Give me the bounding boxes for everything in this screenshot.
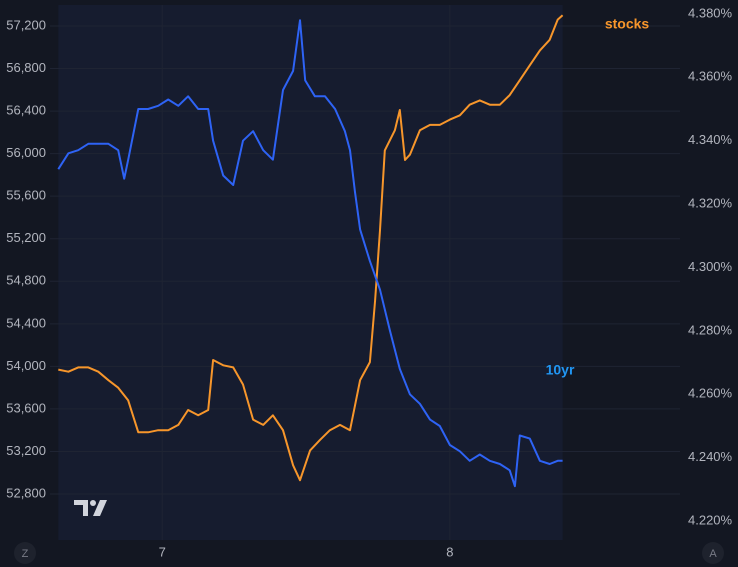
zoom-button[interactable] [14,542,36,564]
grid [50,5,680,540]
x-tick-label: 8 [446,544,453,559]
y2-tick-label: 4.380% [688,5,733,20]
auto-button-label: A [709,548,717,560]
y-tick-label: 54,800 [6,273,46,288]
y2-tick-label: 4.260% [688,386,733,401]
series-label: stocks [605,16,650,32]
series-label: 10yr [546,362,575,378]
y-tick-label: 56,400 [6,103,46,118]
y-tick-label: 55,600 [6,188,46,203]
lines [57,14,564,488]
zoom-button-label: Z [22,548,29,560]
y-tick-label: 54,000 [6,358,46,373]
y2-tick-label: 4.340% [688,132,733,147]
y-tick-label: 55,200 [6,230,46,245]
series-line [58,14,564,482]
y2-tick-label: 4.240% [688,449,733,464]
series-line [57,19,563,488]
y-tick-label: 52,800 [6,485,46,500]
y2-tick-label: 4.360% [688,69,733,84]
y2-tick-label: 4.220% [688,512,733,527]
logo [74,500,107,516]
y-tick-label: 54,400 [6,315,46,330]
y-tick-label: 57,200 [6,17,46,32]
y2-tick-label: 4.280% [688,322,733,337]
x-tick-label: 7 [159,544,166,559]
y2-tick-label: 4.320% [688,196,733,211]
y-tick-label: 56,800 [6,60,46,75]
y-tick-label: 56,000 [6,145,46,160]
auto-button[interactable] [702,542,724,564]
y2-tick-label: 4.300% [688,259,733,274]
y-tick-label: 53,200 [6,443,46,458]
y-tick-label: 53,600 [6,400,46,415]
